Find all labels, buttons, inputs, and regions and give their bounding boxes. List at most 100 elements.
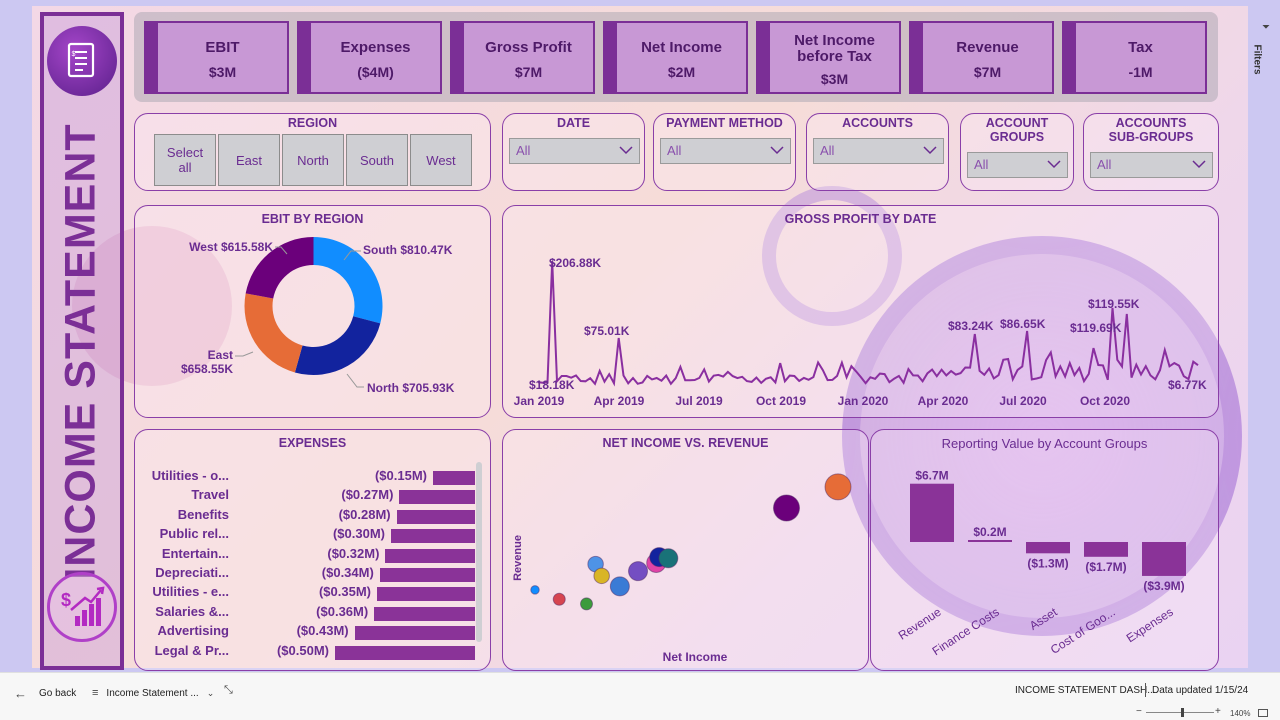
- account-groups-title: ACCOUNT GROUPS: [961, 116, 1073, 144]
- expense-row[interactable]: Travel ($0.27M): [135, 487, 475, 506]
- accounts-dropdown[interactable]: All: [813, 138, 944, 164]
- accounts-sub-groups-dropdown[interactable]: All: [1090, 152, 1213, 178]
- region-button-west[interactable]: West: [410, 134, 472, 186]
- region-button-select-all[interactable]: Select all: [154, 134, 216, 186]
- expense-amount-label: ($0.43M): [296, 623, 349, 639]
- expense-row[interactable]: Utilities - o... ($0.15M): [135, 468, 475, 487]
- collapse-icon[interactable]: ⤡: [224, 684, 233, 696]
- expense-bar[interactable]: [335, 645, 475, 660]
- zoom-slider[interactable]: [1146, 708, 1214, 717]
- kpi-card-gross-profit[interactable]: Gross Profit $7M: [450, 21, 595, 94]
- expense-row[interactable]: Public rel... ($0.30M): [135, 526, 475, 545]
- kpi-card-expenses[interactable]: Expenses ($4M): [297, 21, 442, 94]
- expense-bar[interactable]: [391, 529, 475, 544]
- expense-row[interactable]: Depreciati... ($0.34M): [135, 565, 475, 584]
- accounts-sub-groups-title-line2: SUB-GROUPS: [1108, 130, 1194, 144]
- expense-row[interactable]: Utilities - e... ($0.35M): [135, 584, 475, 603]
- scatter-point[interactable]: [628, 561, 649, 582]
- column-bar[interactable]: [910, 483, 954, 542]
- expense-category-label: Entertain...: [161, 545, 229, 561]
- y-axis-label: Revenue: [512, 535, 524, 581]
- column-bar[interactable]: [1142, 542, 1186, 576]
- data-label: $18.18K: [529, 378, 575, 392]
- expense-bar[interactable]: [385, 548, 475, 563]
- x-axis-label: Net Income: [663, 650, 728, 664]
- region-button-north[interactable]: North: [282, 134, 344, 186]
- divider: [1145, 683, 1146, 697]
- expense-bar[interactable]: [396, 509, 475, 524]
- payment-method-dropdown[interactable]: All: [660, 138, 791, 164]
- scatter-point[interactable]: [658, 548, 679, 569]
- filters-pane-toggle[interactable]: ⏷ Filters: [1252, 4, 1278, 94]
- report-title: INCOME STATEMENT: [56, 122, 105, 580]
- scatter-point[interactable]: [824, 473, 852, 501]
- kpi-value: $7M: [514, 64, 543, 80]
- scrollbar[interactable]: [476, 462, 482, 642]
- account-groups-dropdown[interactable]: All: [967, 152, 1068, 178]
- arrow-left-icon: ←: [14, 685, 27, 701]
- leader-line-east: [235, 351, 254, 357]
- kpi-card-net-income[interactable]: Net Income $2M: [603, 21, 748, 94]
- kpi-label: Gross Profit: [485, 39, 572, 56]
- go-back-button[interactable]: ← Go back: [14, 683, 76, 703]
- column-bar[interactable]: [1026, 542, 1070, 554]
- scatter-point[interactable]: [593, 567, 610, 585]
- expense-row[interactable]: Salaries &... ($0.36M): [135, 604, 475, 623]
- line-chart: Jan 2019 Apr 2019 Jul 2019 Oct 2019 Jan 2020…: [514, 256, 1207, 408]
- zoom-out-button[interactable]: −: [1136, 706, 1142, 717]
- kpi-card-tax[interactable]: Tax -1M: [1062, 21, 1207, 94]
- zoom-in-button[interactable]: +: [1215, 706, 1221, 717]
- data-label: $206.88K: [549, 256, 601, 270]
- donut-slice-west[interactable]: [245, 237, 314, 299]
- scatter-point[interactable]: [609, 576, 630, 597]
- expense-amount-label: ($0.28M): [338, 506, 391, 522]
- expense-bar[interactable]: [354, 626, 475, 641]
- column-bar[interactable]: [1084, 542, 1128, 557]
- date-slicer: DATE All: [502, 113, 645, 191]
- chart-title: NET INCOME VS. REVENUE: [602, 436, 769, 450]
- x-tick-label: Oct 2020: [1080, 394, 1130, 408]
- date-dropdown[interactable]: All: [509, 138, 640, 164]
- data-label: ($3.9M): [1143, 579, 1184, 593]
- expense-bar[interactable]: [377, 587, 475, 602]
- region-button-south[interactable]: South: [346, 134, 408, 186]
- expense-bar[interactable]: [374, 606, 475, 621]
- expense-row[interactable]: Advertising ($0.43M): [135, 623, 475, 642]
- left-sidebar: $ INCOME STATEMENT $: [40, 12, 124, 670]
- region-title: REGION: [287, 116, 338, 130]
- chevron-down-icon: [770, 146, 784, 155]
- donut-slice-north[interactable]: [294, 316, 381, 375]
- region-button-east[interactable]: East: [218, 134, 280, 186]
- dropdown-value: All: [667, 143, 682, 158]
- x-tick-label: Expenses: [1124, 605, 1176, 645]
- scatter-point[interactable]: [772, 494, 800, 522]
- expense-bar[interactable]: [399, 490, 475, 505]
- x-tick-label: Apr 2019: [594, 394, 645, 408]
- donut-slice-east[interactable]: [244, 293, 303, 373]
- expense-row[interactable]: Benefits ($0.28M): [135, 507, 475, 526]
- column-bar[interactable]: [968, 540, 1012, 542]
- scatter-point[interactable]: [552, 592, 566, 606]
- expense-amount-label: ($0.36M): [316, 603, 369, 619]
- fit-to-page-icon[interactable]: [1258, 709, 1268, 717]
- page-selector[interactable]: ≡ Income Statement ... ⌄: [92, 683, 214, 703]
- kpi-card-net-income-before-tax[interactable]: Net Income before Tax $3M: [756, 21, 901, 94]
- scatter-point[interactable]: [580, 597, 594, 611]
- expense-bar[interactable]: [433, 471, 475, 485]
- expense-row[interactable]: Legal & Pr... ($0.50M): [135, 643, 475, 662]
- expense-row[interactable]: Entertain... ($0.32M): [135, 546, 475, 565]
- kpi-card-revenue[interactable]: Revenue $7M: [909, 21, 1054, 94]
- filter-icon: ⏷: [1262, 22, 1270, 33]
- data-updated-text: Data updated 1/15/24: [1152, 685, 1249, 696]
- kpi-card-ebit[interactable]: EBIT $3M: [144, 21, 289, 94]
- x-tick-label: Asset: [1027, 604, 1060, 632]
- reporting-value-chart: Reporting Value by Account Groups $6.7M R…: [870, 429, 1219, 671]
- scatter-point[interactable]: [530, 585, 540, 595]
- expense-bar[interactable]: [379, 568, 475, 582]
- data-label: ($1.3M): [1027, 556, 1068, 570]
- donut-slice-south[interactable]: [313, 237, 383, 324]
- zoom-slider-thumb[interactable]: [1181, 708, 1184, 717]
- accounts-sub-groups-slicer: ACCOUNTS SUB-GROUPS All: [1083, 113, 1219, 191]
- chart-title: EXPENSES: [278, 436, 347, 450]
